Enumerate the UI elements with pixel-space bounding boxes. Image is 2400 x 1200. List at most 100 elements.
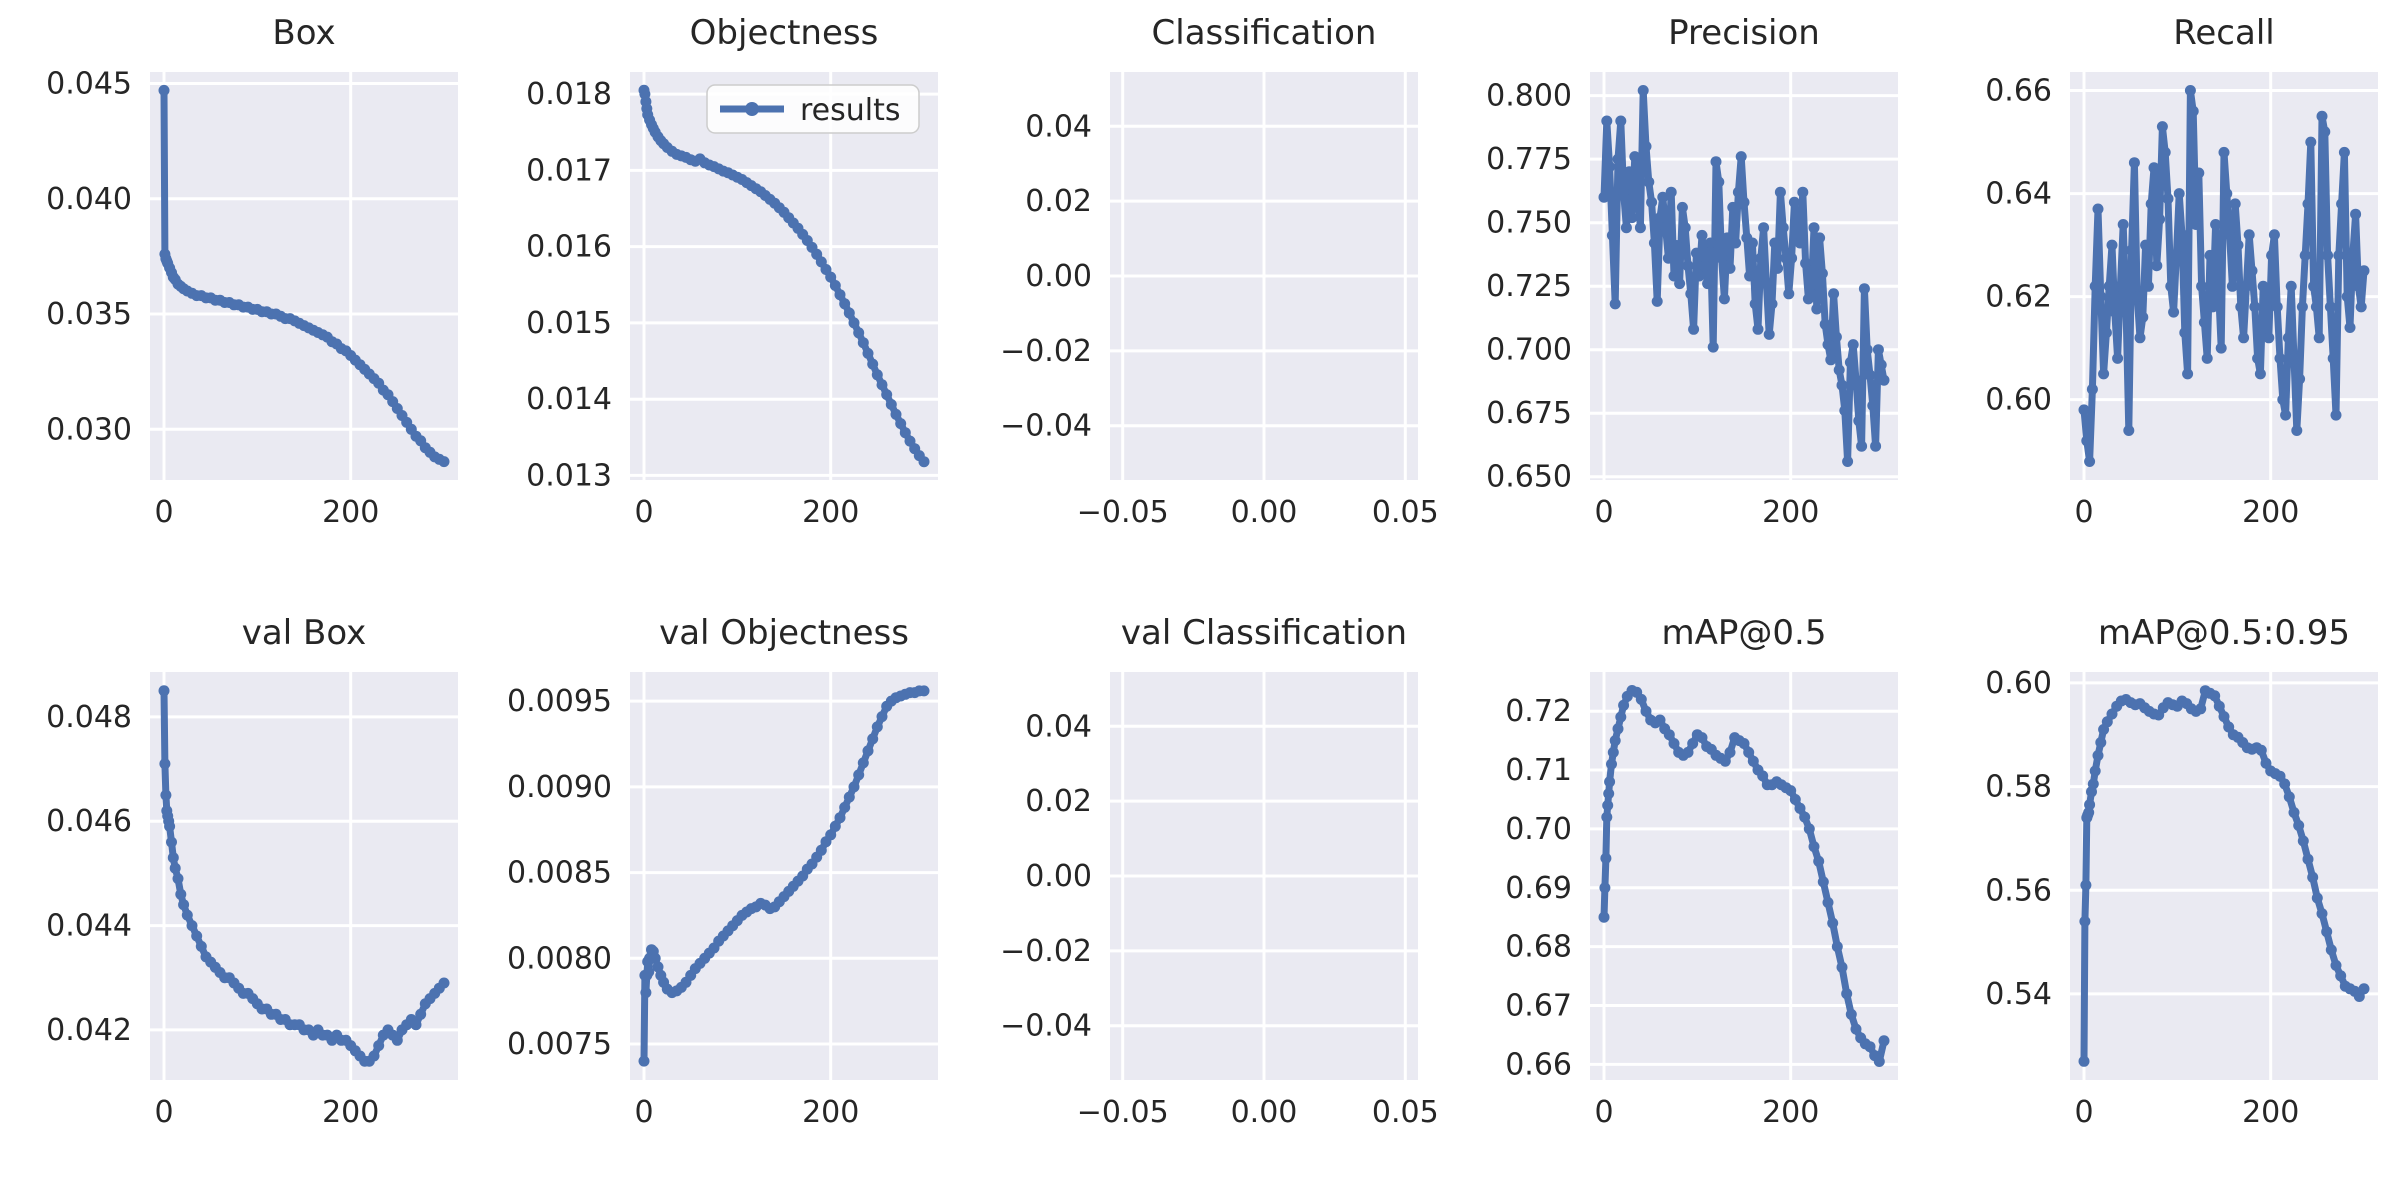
- plot-title-map50-95: mAP@0.5:0.95: [2097, 613, 2351, 653]
- data-point-marker: [2165, 280, 2177, 292]
- data-point-marker: [2098, 368, 2110, 380]
- data-point-marker: [2218, 146, 2230, 158]
- objectness-plot-canvas: 0 200 0.013 0.014 0.015 0.016 0.017 0.018 result…: [526, 72, 938, 530]
- data-point-marker: [1794, 802, 1806, 814]
- plot-title-val-objectness: val Objectness: [659, 613, 909, 653]
- data-point-marker: [1850, 374, 1862, 386]
- data-point-marker: [2263, 332, 2275, 344]
- data-point-marker: [373, 1040, 385, 1052]
- data-point-marker: [2280, 409, 2292, 421]
- data-point-marker: [1727, 201, 1739, 213]
- data-point-marker: [1772, 262, 1784, 274]
- y-tick-label: 0.70: [1505, 812, 1572, 847]
- y-tick-label: 0.02: [1025, 184, 1092, 219]
- data-point-marker: [881, 389, 893, 401]
- val-box-plot-canvas: 0 200 0.042 0.044 0.046 0.048: [46, 672, 458, 1130]
- data-point-marker: [415, 1008, 427, 1020]
- data-point-marker: [2268, 229, 2280, 241]
- data-point-marker: [1618, 186, 1630, 198]
- data-point-marker: [2330, 959, 2342, 971]
- data-point-marker: [1842, 456, 1854, 467]
- map50-95-plot-canvas: 0 200 0.54 0.56 0.58 0.60: [1985, 666, 2378, 1130]
- y-tick-label: 0.700: [1486, 333, 1572, 368]
- data-point-marker: [1660, 222, 1672, 234]
- legend-box: [706, 84, 920, 134]
- data-point-marker: [1850, 1023, 1862, 1035]
- subplot-box: Box 0 200 0.030 0.035 0.040 0.045: [0, 0, 480, 600]
- x-tick-label: 200: [2242, 1095, 2299, 1130]
- y-tick-label: 0.046: [46, 804, 132, 839]
- data-point-marker: [2201, 352, 2213, 364]
- data-point-marker: [829, 820, 841, 832]
- data-point-marker: [2341, 291, 2353, 303]
- data-point-marker: [857, 337, 869, 349]
- x-tick-label: 0: [634, 1095, 653, 1130]
- data-point-marker: [1606, 758, 1617, 770]
- data-point-marker: [2198, 316, 2210, 328]
- data-point-marker: [2252, 352, 2264, 364]
- data-point-marker: [1845, 1008, 1857, 1020]
- data-point-marker: [2213, 700, 2225, 712]
- subplot-map50: mAP@0.5 0 200 0.66 0.67 0.68 0.69 0.70 0.71 0.72: [1440, 600, 1920, 1200]
- data-point-marker: [867, 733, 879, 745]
- plot-title-map50: mAP@0.5: [1661, 613, 1827, 653]
- y-tick-label: −0.04: [1000, 409, 1092, 444]
- data-point-marker: [2080, 879, 2092, 891]
- data-point-marker: [2131, 291, 2143, 303]
- data-point-marker: [1724, 262, 1736, 274]
- data-point-marker: [2255, 744, 2267, 756]
- data-point-marker: [160, 789, 172, 801]
- y-tick-label: 0.040: [46, 182, 132, 217]
- data-point-marker: [1598, 911, 1610, 923]
- data-point-marker: [2226, 280, 2238, 292]
- data-point-marker: [2100, 327, 2112, 339]
- data-point-marker: [175, 888, 187, 900]
- y-tick-label: 0.042: [46, 1013, 132, 1048]
- data-point-marker: [191, 930, 203, 942]
- data-point-marker: [1685, 288, 1697, 300]
- data-point-marker: [1668, 270, 1680, 282]
- data-point-marker: [1693, 270, 1705, 282]
- data-point-marker: [1623, 166, 1635, 178]
- data-point-marker: [2215, 342, 2227, 354]
- data-point-marker: [853, 769, 865, 781]
- data-point-marker: [1847, 339, 1859, 351]
- data-point-marker: [1839, 405, 1851, 417]
- data-point-marker: [1704, 237, 1716, 249]
- data-point-marker: [2168, 306, 2180, 318]
- data-point-marker: [2324, 301, 2336, 313]
- data-point-marker: [2128, 157, 2140, 169]
- data-point-marker: [2173, 188, 2185, 200]
- data-point-marker: [1679, 222, 1691, 234]
- data-point-marker: [834, 289, 846, 301]
- data-point-marker: [1699, 260, 1711, 272]
- y-tick-label: 0.015: [526, 306, 612, 341]
- data-point-marker: [2106, 239, 2118, 251]
- data-point-marker: [391, 1034, 403, 1046]
- x-tick-label: 0: [154, 1095, 173, 1130]
- data-point-marker: [438, 977, 450, 989]
- x-tick-label: −0.05: [1077, 1095, 1169, 1130]
- y-tick-label: 0.048: [46, 700, 132, 735]
- y-tick-label: −0.02: [1000, 334, 1092, 369]
- data-point-marker: [1746, 237, 1758, 249]
- data-point-marker: [1743, 746, 1755, 758]
- data-point-marker: [164, 820, 176, 832]
- y-tick-label: 0.58: [1985, 770, 2052, 805]
- data-point-marker: [2294, 373, 2306, 385]
- plot-title-classification: Classification: [1151, 13, 1377, 53]
- subplot-classification: Classification −0.05 0.00 0.05 −0.04 −0.02 0.…: [960, 0, 1440, 600]
- data-point-marker: [2333, 249, 2345, 261]
- data-point-marker: [1760, 278, 1772, 290]
- data-point-marker: [2296, 301, 2308, 313]
- data-point-marker: [1819, 318, 1831, 330]
- data-point-marker: [1758, 222, 1770, 234]
- data-point-marker: [1878, 374, 1890, 386]
- data-point-marker: [2358, 983, 2370, 995]
- data-point-marker: [1738, 196, 1750, 208]
- data-point-marker: [867, 358, 879, 370]
- data-point-marker: [918, 685, 930, 697]
- data-point-marker: [1822, 339, 1834, 351]
- data-point-marker: [2279, 778, 2291, 790]
